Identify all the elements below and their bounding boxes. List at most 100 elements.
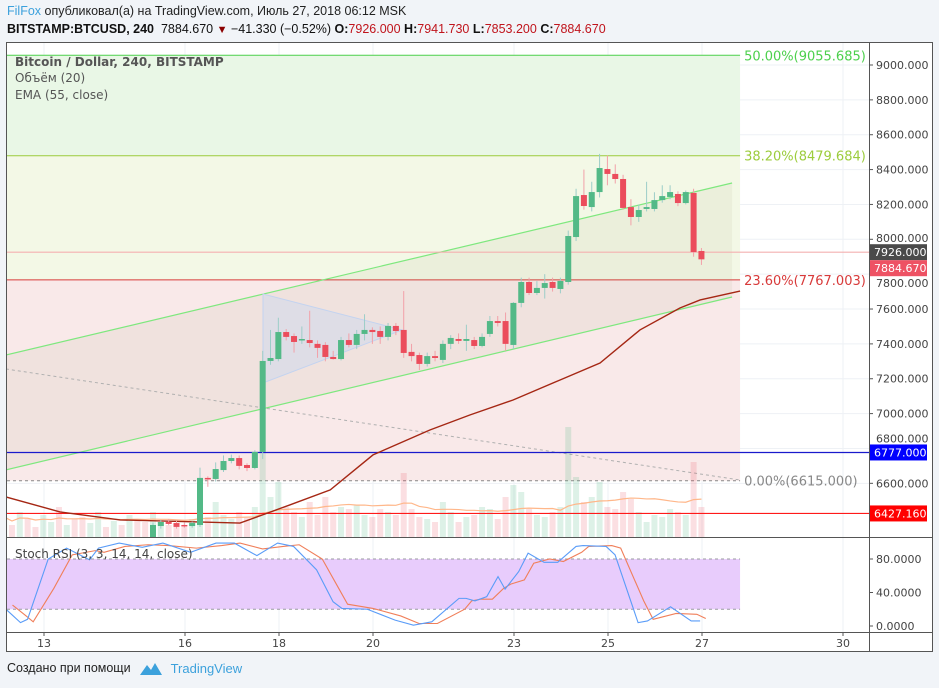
- candle: [479, 333, 486, 348]
- tradingview-logo-icon: [139, 663, 162, 675]
- candle: [588, 181, 595, 212]
- candle-body: [275, 332, 282, 360]
- candle-body: [612, 173, 619, 179]
- candle-body: [690, 192, 697, 253]
- candle-body: [604, 169, 611, 174]
- candle: [612, 164, 619, 184]
- volume-bar: [479, 507, 486, 537]
- candle-body: [674, 193, 681, 204]
- volume-bar: [580, 502, 587, 537]
- candle: [173, 520, 180, 529]
- candle-body: [345, 340, 352, 345]
- high-label: H:: [404, 22, 418, 36]
- time-tick-label: 13: [37, 637, 51, 650]
- candle: [682, 190, 689, 205]
- candle-body: [173, 523, 180, 527]
- volume-bar: [627, 499, 634, 537]
- candle-body: [181, 524, 188, 527]
- tradingview-link[interactable]: TradingView: [170, 660, 243, 676]
- volume-bar: [635, 512, 642, 537]
- candle: [690, 188, 697, 257]
- volume-bar: [392, 515, 399, 537]
- time-tick-label: 20: [366, 637, 380, 650]
- volume-bar: [353, 505, 360, 537]
- price-label: 6777.000: [874, 446, 927, 459]
- volume-bar: [455, 522, 462, 537]
- fib-level-label: 50.00%(9055.685): [744, 49, 866, 64]
- symbol-info: BITSTAMP:BTCUSD, 240 7884.670 ▼ −41.330 …: [7, 22, 606, 36]
- fib-level-label: 23.60%(7767.003): [744, 274, 866, 289]
- candle: [157, 519, 164, 529]
- candle-body: [408, 351, 415, 357]
- close-label: C:: [540, 22, 554, 36]
- candle-body: [377, 330, 384, 337]
- candle: [400, 291, 407, 358]
- candle: [283, 329, 290, 341]
- volume-bar: [385, 512, 392, 537]
- volume-bar: [338, 507, 345, 537]
- candle-body: [283, 332, 290, 337]
- volume-bar: [471, 515, 478, 537]
- candle-body: [298, 338, 305, 341]
- volume-bar: [7, 517, 8, 537]
- volume-bar: [345, 509, 352, 537]
- volume-bar: [447, 512, 454, 537]
- candle: [463, 324, 470, 351]
- price-tick-label: 7600.000: [876, 303, 929, 316]
- footer: Создано при помощи TradingView: [7, 660, 242, 676]
- volume-bar: [142, 522, 149, 537]
- volume-bar: [102, 527, 109, 537]
- volume-bar: [212, 502, 219, 537]
- dotted-trendline: [7, 368, 741, 481]
- close-value: 7884.670: [553, 22, 606, 36]
- candle: [353, 329, 360, 350]
- candle: [189, 521, 196, 528]
- candle: [251, 450, 258, 470]
- candle: [502, 312, 509, 351]
- volume-bar: [55, 507, 62, 537]
- author-link[interactable]: FilFox: [7, 4, 42, 18]
- created-with-text: Создано при помощи: [7, 661, 131, 675]
- candle: [596, 153, 603, 198]
- candle-body: [416, 355, 423, 364]
- open-label: O:: [334, 22, 349, 36]
- volume-bar: [314, 515, 321, 537]
- candle-body: [369, 329, 376, 333]
- candle-body: [212, 469, 219, 479]
- main-pane[interactable]: 50.00%(9055.685) 38.20%(8479.684) 23.60%(7…: [1, 49, 869, 539]
- volume-bar: [244, 517, 251, 537]
- high-value: 7941.730: [417, 22, 470, 36]
- volume-bar: [228, 519, 235, 537]
- candle: [392, 322, 399, 336]
- volume-bar: [126, 515, 133, 537]
- volume-bar: [204, 517, 211, 537]
- candle-body: [471, 340, 478, 346]
- channel-fill: [7, 183, 733, 470]
- volume-bar: [173, 523, 180, 537]
- volume-bar: [369, 517, 376, 537]
- stoch-rsi-pane[interactable]: [7, 542, 741, 626]
- volume-bar: [16, 512, 23, 537]
- stoch-tick-label: 80.0000: [876, 553, 922, 566]
- candle: [322, 342, 329, 362]
- candle-body: [698, 250, 705, 260]
- volume-bar: [674, 512, 681, 537]
- candle: [369, 327, 376, 344]
- candle-body: [228, 458, 235, 462]
- candle-body: [479, 336, 486, 346]
- candle-body: [439, 343, 446, 360]
- stoch-tick-label: 0.0000: [876, 620, 915, 633]
- candle: [604, 155, 611, 186]
- volume-bar: [220, 515, 227, 537]
- candle: [306, 310, 313, 348]
- volume-bar: [510, 485, 517, 537]
- candle: [510, 302, 517, 350]
- volume-bar: [298, 517, 305, 537]
- candle: [416, 352, 423, 371]
- price-label-bg: [870, 444, 927, 461]
- price-change: −41.330 (−0.52%): [230, 22, 332, 36]
- legend-ema: EMA (55, close): [15, 88, 108, 102]
- price-tick-label: 8000.000: [876, 232, 929, 245]
- fib-level-label: 0.00%(6615.000): [744, 475, 857, 490]
